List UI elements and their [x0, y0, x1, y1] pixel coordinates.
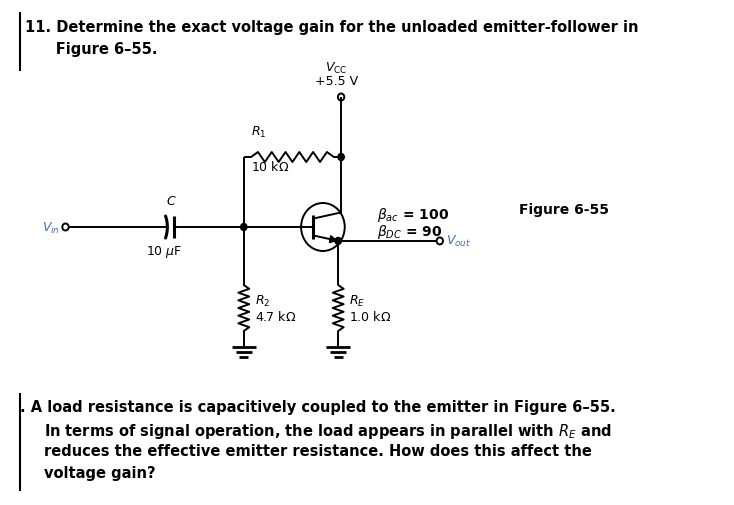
- Text: $V_{in}$: $V_{in}$: [42, 220, 60, 235]
- Circle shape: [241, 224, 247, 231]
- Text: $\beta_{ac}$ = 100: $\beta_{ac}$ = 100: [377, 206, 450, 224]
- Text: 4.7 k$\Omega$: 4.7 k$\Omega$: [255, 310, 296, 323]
- Text: 11. Determine the exact voltage gain for the unloaded emitter-follower in: 11. Determine the exact voltage gain for…: [26, 20, 639, 35]
- Text: In terms of signal operation, the load appears in parallel with $R_E$ and: In terms of signal operation, the load a…: [43, 421, 611, 440]
- Text: $R_1$: $R_1$: [251, 125, 266, 140]
- Text: reduces the effective emitter resistance. How does this affect the: reduces the effective emitter resistance…: [43, 443, 592, 458]
- Text: 10 $\mu$F: 10 $\mu$F: [145, 243, 182, 260]
- Polygon shape: [330, 236, 336, 243]
- Text: 1.0 k$\Omega$: 1.0 k$\Omega$: [349, 310, 391, 323]
- Text: $C$: $C$: [166, 194, 176, 208]
- Text: $V_{\rm CC}$: $V_{\rm CC}$: [325, 61, 348, 76]
- Text: $\beta_{DC}$ = 90: $\beta_{DC}$ = 90: [377, 223, 443, 240]
- Text: Figure 6–55.: Figure 6–55.: [26, 42, 158, 57]
- Text: Figure 6-55: Figure 6-55: [519, 203, 609, 217]
- Circle shape: [338, 154, 344, 161]
- Text: voltage gain?: voltage gain?: [43, 465, 156, 480]
- Text: 10 k$\Omega$: 10 k$\Omega$: [251, 160, 289, 174]
- Text: . A load resistance is capacitively coupled to the emitter in Figure 6–55.: . A load resistance is capacitively coup…: [20, 399, 616, 414]
- Text: $R_2$: $R_2$: [255, 293, 270, 308]
- Circle shape: [335, 238, 341, 245]
- Text: +5.5 V: +5.5 V: [315, 75, 358, 88]
- Text: $R_E$: $R_E$: [349, 293, 366, 308]
- Text: $V_{out}$: $V_{out}$: [446, 234, 470, 249]
